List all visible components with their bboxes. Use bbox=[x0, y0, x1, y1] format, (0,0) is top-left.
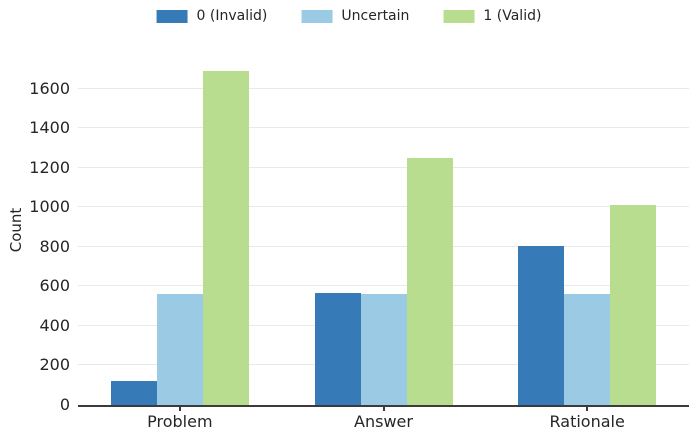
legend-item-1-valid: 1 (Valid) bbox=[443, 8, 541, 24]
y-tick-label: 1400 bbox=[29, 118, 70, 138]
gridline bbox=[78, 206, 689, 208]
bar-answer-1-valid bbox=[406, 157, 453, 405]
x-tick bbox=[178, 407, 181, 411]
x-tick bbox=[382, 407, 385, 411]
y-tick-label: 600 bbox=[39, 276, 70, 296]
y-tick-label: 1600 bbox=[29, 78, 70, 98]
y-tick-label: 1200 bbox=[29, 157, 70, 177]
legend-label: Uncertain bbox=[341, 8, 410, 24]
bar-rationale-0-invalid bbox=[518, 245, 565, 405]
bar-problem-0-invalid bbox=[110, 381, 157, 405]
x-tick-label-problem: Problem bbox=[147, 412, 213, 431]
y-tick-label: 800 bbox=[39, 236, 70, 256]
legend-swatch-icon bbox=[156, 9, 188, 23]
y-tick-label: 400 bbox=[39, 315, 70, 335]
gridline bbox=[78, 166, 689, 168]
x-tick-label-rationale: Rationale bbox=[549, 412, 625, 431]
x-tick bbox=[586, 407, 589, 411]
y-tick-label: 0 bbox=[59, 395, 70, 414]
legend-label: 0 (Invalid) bbox=[196, 8, 268, 24]
bar-problem-1-valid bbox=[202, 70, 249, 405]
legend-label: 1 (Valid) bbox=[483, 8, 542, 24]
y-tick-label: 200 bbox=[39, 355, 70, 375]
legend-swatch-icon bbox=[301, 9, 333, 23]
bar-answer-uncertain bbox=[360, 294, 407, 405]
gridline bbox=[78, 87, 689, 89]
bar-problem-uncertain bbox=[156, 294, 203, 405]
legend-item-uncertain: Uncertain bbox=[301, 8, 409, 24]
gridline bbox=[78, 245, 689, 247]
x-tick-label-answer: Answer bbox=[354, 412, 413, 431]
gridline bbox=[78, 127, 689, 129]
bar-rationale-1-valid bbox=[610, 205, 657, 405]
bar-answer-0-invalid bbox=[314, 293, 361, 405]
y-tick-label: 1000 bbox=[29, 197, 70, 217]
legend-item-0-invalid: 0 (Invalid) bbox=[156, 8, 268, 24]
legend-swatch-icon bbox=[443, 9, 475, 23]
plot-area bbox=[78, 53, 689, 407]
chart-legend: 0 (Invalid) Uncertain 1 (Valid) bbox=[156, 8, 541, 24]
bar-rationale-uncertain bbox=[564, 294, 611, 405]
gridline bbox=[78, 285, 689, 287]
